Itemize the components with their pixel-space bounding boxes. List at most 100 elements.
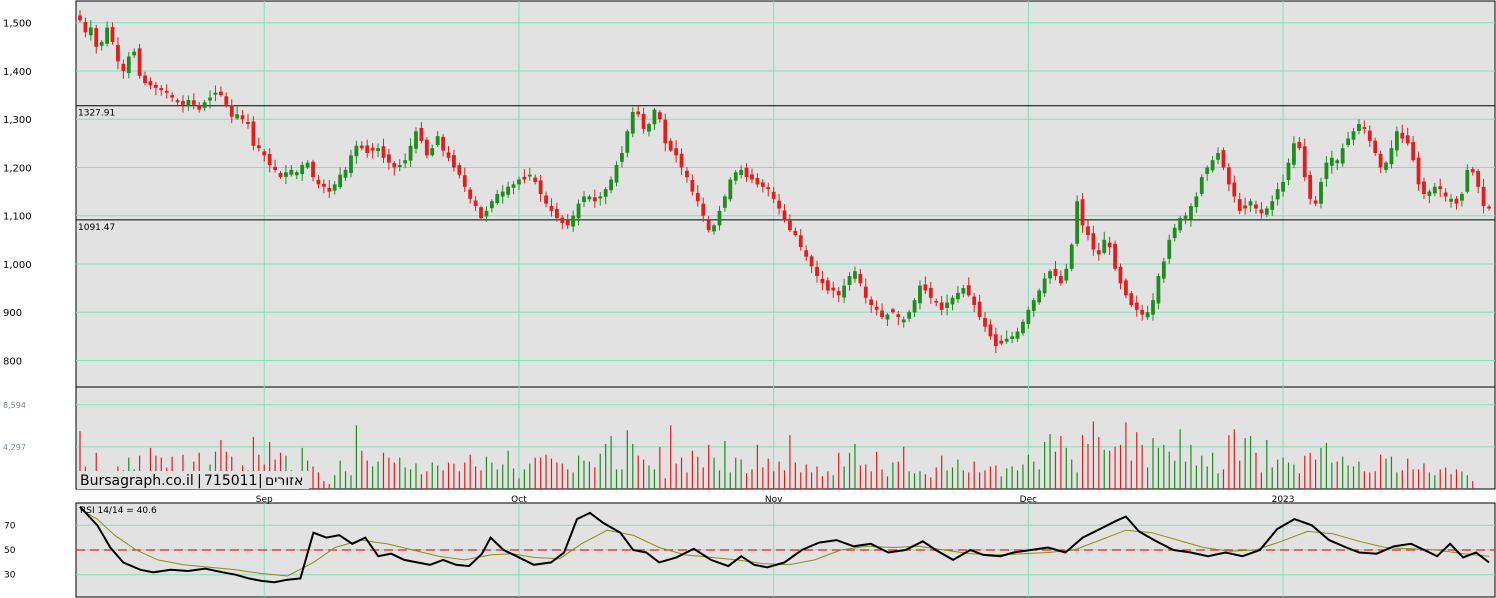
candle-body <box>511 184 516 188</box>
candle-body <box>636 111 641 115</box>
rsi-line <box>79 506 1490 584</box>
candle-body <box>1232 182 1237 197</box>
candle-body <box>1254 204 1258 209</box>
candle-body <box>993 334 998 346</box>
time-tick-label: Nov <box>765 495 783 505</box>
candle-body <box>517 179 521 185</box>
candle-body <box>143 75 147 84</box>
candle-body <box>392 163 397 168</box>
candle-body <box>153 84 158 88</box>
candle-body <box>1004 338 1009 342</box>
candle-body <box>647 124 651 132</box>
candle-body <box>1292 143 1296 165</box>
candle-body <box>620 152 624 162</box>
candle-body <box>1096 250 1101 255</box>
candle-body <box>316 179 321 185</box>
candle-body <box>554 208 559 219</box>
candle-body <box>815 266 819 277</box>
candle-body <box>419 127 424 141</box>
watermark-name: אזורים <box>265 473 303 489</box>
candle-body <box>701 203 706 216</box>
candle-body <box>116 45 120 62</box>
candle-body <box>918 285 922 304</box>
candle-body <box>1205 167 1210 174</box>
candle-body <box>311 161 315 178</box>
price-tick-label: 800 <box>3 356 22 367</box>
candle-body <box>793 230 798 236</box>
candle-body <box>587 196 592 200</box>
candle-body <box>175 100 180 103</box>
candle-body <box>717 210 722 226</box>
candle-body <box>1172 227 1177 239</box>
candle-body <box>278 172 283 178</box>
candle-body <box>1140 309 1145 315</box>
candle-body <box>652 109 657 125</box>
watermark-box <box>77 471 309 489</box>
price-tick-label: 1,000 <box>3 260 32 271</box>
candle-body <box>327 187 332 192</box>
candle-body <box>403 160 408 164</box>
candle-body <box>349 155 353 174</box>
candle-body <box>1481 186 1486 207</box>
candle-body <box>641 113 646 129</box>
candle-body <box>1031 300 1036 311</box>
candle-body <box>1124 280 1128 296</box>
candle-body <box>1091 233 1096 250</box>
candle-body <box>863 286 868 298</box>
candle-body <box>164 90 169 93</box>
candle-body <box>1010 336 1015 339</box>
candle-body <box>1427 191 1432 196</box>
candle-body <box>159 88 164 91</box>
candle-body <box>1302 146 1307 178</box>
candle-body <box>885 314 890 320</box>
rsi-tick-label: 50 <box>4 546 16 556</box>
candle-body <box>408 145 413 161</box>
candle-body <box>565 219 570 226</box>
candle-body <box>191 100 196 105</box>
candle-body <box>202 102 207 108</box>
candle-body <box>1156 276 1161 304</box>
gridlines <box>76 1 1495 597</box>
candle-body <box>1243 205 1248 209</box>
candle-body <box>1460 194 1464 201</box>
candle-body <box>809 256 814 267</box>
price-tick-label: 1,200 <box>3 163 32 174</box>
candle-body <box>614 165 619 183</box>
candle-body <box>533 177 538 182</box>
candle-body <box>988 324 993 337</box>
candle-body <box>1297 141 1302 149</box>
candle-body <box>181 101 185 105</box>
candle-body <box>359 145 364 149</box>
price-tick-label: 1,400 <box>3 67 32 78</box>
candle-body <box>500 191 505 197</box>
candle-body <box>668 140 673 151</box>
candle-body <box>219 91 223 96</box>
candle-body <box>1058 276 1063 284</box>
candle-body <box>381 146 386 158</box>
candle-body <box>256 145 261 149</box>
candle-body <box>777 200 781 209</box>
candle-body <box>739 169 744 175</box>
candle-body <box>1102 239 1107 253</box>
candle-body <box>630 111 635 134</box>
candle-body <box>1411 141 1416 161</box>
candle-body <box>479 207 483 219</box>
candle-body <box>1216 152 1220 160</box>
candle-body <box>972 296 977 305</box>
candle-body <box>544 195 548 204</box>
candle-body <box>430 148 435 156</box>
candle-body <box>424 139 429 156</box>
candle-body <box>999 340 1004 344</box>
candle-body <box>695 192 700 202</box>
candle-body <box>939 302 944 310</box>
candle-body <box>874 306 879 310</box>
candle-body <box>1145 312 1150 318</box>
candle-body <box>300 165 305 175</box>
candle-body <box>468 189 473 199</box>
candle-body <box>1378 153 1383 168</box>
candle-body <box>549 205 554 211</box>
candle-body <box>1400 132 1405 139</box>
candle-body <box>983 318 987 327</box>
watermark-separator: | <box>197 473 202 489</box>
candle-body <box>657 112 662 120</box>
